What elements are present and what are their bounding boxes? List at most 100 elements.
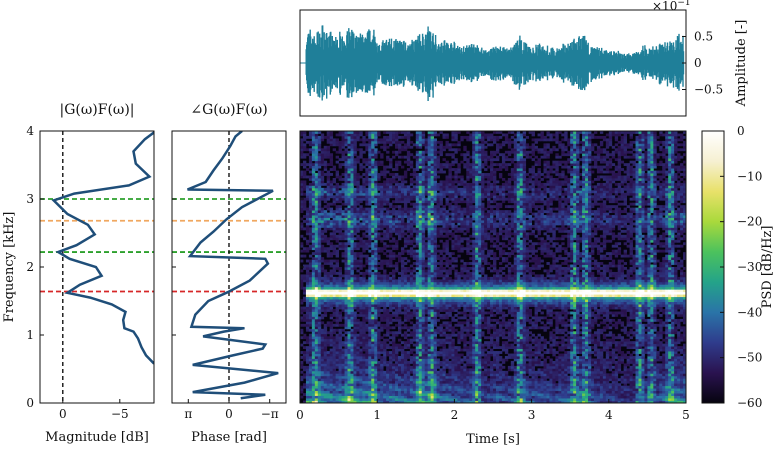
spectrogram-cell [332,323,337,327]
spectrogram-cell [439,279,443,283]
spectrogram-cell [421,353,426,357]
spectrogram-cell [374,160,378,164]
spectrogram-cell [403,294,408,298]
spectrogram-cell [430,311,435,315]
spectrogram-cell [353,395,357,399]
spectrogram-cell [365,210,369,213]
spectrogram-cell [409,316,414,320]
spectrogram-cell [368,373,372,377]
spectrogram-cell [314,135,319,139]
spectrogram-cell [300,222,304,226]
spectrogram-cell [305,271,310,275]
spectrogram-cell [430,281,435,285]
spectrogram-cell [380,336,384,340]
spectrogram-cell [356,304,360,307]
spectrogram-cell [395,390,399,394]
spectrogram-cell [311,224,316,228]
spectrogram-cell [424,363,429,367]
spectrogram-cell [374,229,378,233]
spectrogram-cell [300,360,304,364]
spectrogram-cell [451,318,455,322]
spectrogram-cell [409,294,414,298]
spectrogram-cell [427,375,432,379]
spectrogram-cell [436,145,440,149]
spectrogram-cell [317,264,322,268]
spectrogram-cell [338,383,342,387]
spectrogram-cell [359,336,363,340]
spectrogram-cell [356,148,360,152]
spectrogram-cell [317,296,322,300]
spectrogram-cell [323,205,328,209]
spectrogram-cell [374,210,378,213]
spectrogram-cell [412,222,417,226]
spectrogram-cell [406,306,411,310]
spectrogram-cell [377,177,381,181]
spectrogram-cell [421,296,426,300]
spectrogram-cell [323,336,328,340]
spectrogram-cell [344,197,348,201]
spectrogram-cell [374,220,378,223]
spectrogram-cell [400,252,405,256]
spectrogram-cell [418,220,423,223]
spectrogram-cell [395,153,399,157]
spectrogram-cell [362,395,366,399]
spectrogram-cell [314,336,319,340]
spectrogram-cell [302,202,307,206]
spectrogram-cell [397,388,402,392]
spectrogram-cell [412,175,417,179]
spectrogram-cell [371,165,375,169]
spectrogram-cell [350,299,354,303]
spectrogram-cell [392,383,396,387]
spectrogram-cell [311,343,316,347]
spectrogram-cell [365,244,369,248]
spectrogram-cell [377,202,381,206]
spectrogram-cell [451,212,455,216]
spectrogram-cell [415,400,420,403]
spectrogram-cell [380,316,384,320]
spectrogram-cell [430,180,435,184]
spectrogram-cell [415,279,420,283]
spectrogram-cell [418,370,423,374]
spectrogram-cell [442,346,446,349]
spectrogram-cell [409,289,414,293]
spectrogram-cell [317,353,322,357]
spectrogram-cell [397,398,402,401]
spectrogram-cell [406,269,411,273]
spectrogram-cell [350,262,354,265]
spectrogram-cell [445,232,449,236]
spectrogram-cell [427,247,432,251]
spectrogram-cell [317,180,322,184]
spectrogram-cell [418,331,423,335]
spectrogram-cell [314,338,319,342]
spectrogram-cell [323,160,328,164]
spectrogram-cell [383,247,387,251]
spectrogram-cell [415,264,420,268]
spectrogram-cell [448,321,452,325]
spectrogram-cell [335,309,339,312]
spectrogram-cell [359,301,363,305]
spectrogram-cell [433,224,437,228]
spectrogram-cell [314,187,319,191]
spectrogram-cell [430,398,435,401]
spectrogram-cell [368,313,372,317]
spectrogram-cell [335,323,339,327]
spectrogram-cell [445,279,449,283]
spectrogram-cell [436,378,440,382]
spectrogram-cell [383,301,387,305]
spectrogram-cell [457,281,461,285]
spectrogram-cell [362,197,366,201]
spectrogram-cell [320,155,325,159]
spectrogram-cell [377,160,381,164]
spectrogram-cell [454,368,458,372]
spectrogram-cell [383,318,387,322]
spectrogram-cell [371,182,375,186]
spectrogram-cell [421,143,426,147]
spectrogram-cell [442,299,446,303]
spectrogram-cell [320,160,325,164]
spectrogram-cell [332,148,337,152]
spectrogram-cell [433,220,437,223]
spectrogram-cell [457,192,461,196]
spectrogram-cell [392,227,396,231]
spectrogram-cell [335,378,339,382]
